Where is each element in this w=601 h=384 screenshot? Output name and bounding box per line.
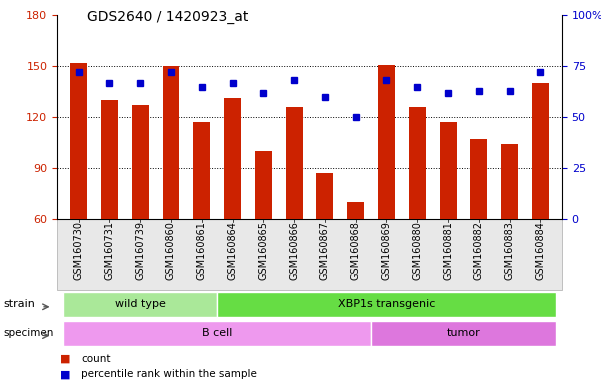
Text: GSM160739: GSM160739 [135,221,145,280]
Text: percentile rank within the sample: percentile rank within the sample [81,369,257,379]
Text: GSM160866: GSM160866 [289,221,299,280]
Text: GDS2640 / 1420923_at: GDS2640 / 1420923_at [87,10,249,23]
FancyBboxPatch shape [371,321,556,346]
FancyBboxPatch shape [217,292,556,317]
Text: ■: ■ [60,354,70,364]
Text: GSM160869: GSM160869 [382,221,391,280]
Text: GSM160860: GSM160860 [166,221,176,280]
Text: GSM160731: GSM160731 [105,221,114,280]
Text: B cell: B cell [202,328,233,338]
Text: count: count [81,354,111,364]
Bar [317,173,334,219]
Text: specimen: specimen [3,328,53,338]
Bar [194,122,210,219]
Text: GSM160861: GSM160861 [197,221,207,280]
Bar [347,202,364,219]
Bar [255,151,272,219]
Bar [471,139,487,219]
Bar [501,144,518,219]
Text: GSM160884: GSM160884 [535,221,545,280]
Text: GSM160868: GSM160868 [351,221,361,280]
Bar [162,66,180,219]
FancyBboxPatch shape [63,321,371,346]
Text: GSM160867: GSM160867 [320,221,330,280]
FancyBboxPatch shape [63,292,217,317]
Bar [132,105,148,219]
Bar [224,98,241,219]
Text: GSM160882: GSM160882 [474,221,484,280]
Text: GSM160864: GSM160864 [228,221,237,280]
Text: GSM160881: GSM160881 [443,221,453,280]
Bar [70,63,87,219]
Bar [439,122,457,219]
Text: strain: strain [3,299,35,310]
Text: GSM160880: GSM160880 [412,221,423,280]
Text: XBP1s transgenic: XBP1s transgenic [338,299,435,310]
Bar [532,83,549,219]
Bar [101,100,118,219]
Text: GSM160883: GSM160883 [505,221,514,280]
Bar [378,65,395,219]
Text: ■: ■ [60,369,70,379]
Text: tumor: tumor [447,328,480,338]
Bar [409,107,426,219]
Text: GSM160865: GSM160865 [258,221,268,280]
Text: wild type: wild type [115,299,166,310]
Text: GSM160730: GSM160730 [74,221,84,280]
Bar [285,107,302,219]
